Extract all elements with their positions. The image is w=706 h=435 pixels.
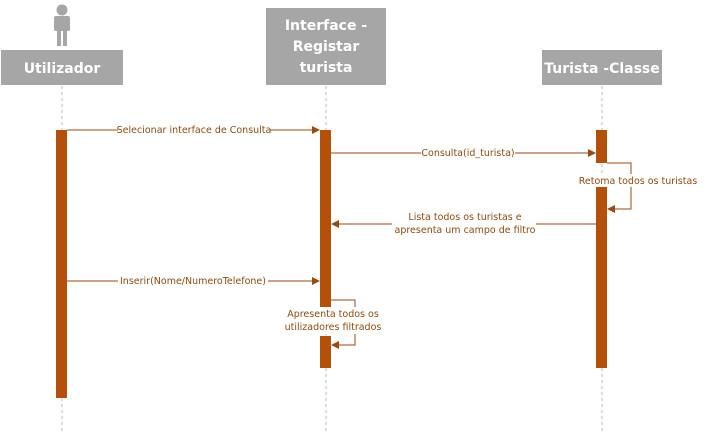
message-inserir-label-bg [118, 274, 268, 287]
message-consulta-label-bg [421, 146, 515, 159]
message-lista-turistas: Lista todos os turistas e apresenta um c… [331, 210, 596, 236]
participant-interface-label-line-2: Registar [293, 39, 360, 55]
message-inserir-label: Inserir(Nome/NumeroTelefone) [120, 276, 266, 287]
activation-turista-self [596, 187, 607, 368]
participant-interface-box [266, 8, 386, 85]
message-selecionar-interface: Selecionar interface de Consulta [67, 123, 320, 136]
message-selecionar-interface-label: Selecionar interface de Consulta [117, 125, 272, 136]
participant-utilizador-box [1, 50, 123, 85]
participant-turista-label: Turista -Classe [544, 61, 660, 77]
activation-interface-self [320, 336, 331, 368]
participant-turista: Turista -Classe [542, 50, 662, 85]
participant-interface: Interface - Registar turista [266, 8, 386, 85]
actor-icon [54, 4, 70, 46]
message-consulta-label: Consulta(id_turista) [421, 148, 514, 159]
message-retoma-label: Retoma todos os turistas [579, 176, 698, 187]
participant-utilizador-label: Utilizador [24, 61, 101, 77]
message-apresenta-label-bg [284, 307, 382, 334]
activation-turista-main [596, 130, 607, 163]
activation-utilizador [56, 130, 67, 398]
message-apresenta: Apresenta todos os utilizadores filtrado… [284, 299, 382, 349]
message-lista-turistas-label-line-2: apresenta um campo de filtro [395, 225, 536, 236]
participant-turista-box [542, 50, 662, 85]
activation-interface-main [320, 130, 331, 307]
message-retoma: Retoma todos os turistas [579, 162, 698, 213]
message-consulta: Consulta(id_turista) [331, 146, 596, 159]
message-lista-turistas-label-bg [392, 210, 536, 236]
message-inserir: Inserir(Nome/NumeroTelefone) [67, 274, 320, 287]
message-retoma-label-bg [580, 174, 698, 187]
message-apresenta-label-line-1: Apresenta todos os [287, 309, 379, 320]
message-lista-turistas-label-line-1: Lista todos os turistas e [408, 212, 521, 223]
message-selecionar-interface-label-bg [118, 123, 270, 136]
participant-interface-label-line-1: Interface - [285, 18, 367, 34]
message-apresenta-label-line-2: utilizadores filtrados [285, 322, 382, 333]
participant-interface-label-line-3: turista [300, 60, 353, 76]
participant-utilizador: Utilizador [1, 50, 123, 85]
